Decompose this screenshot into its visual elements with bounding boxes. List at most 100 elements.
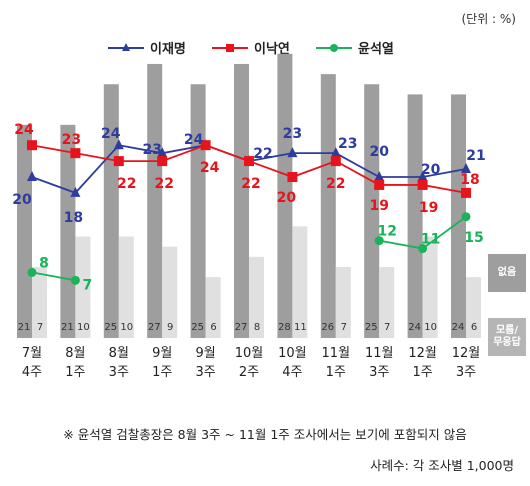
marker-triangle [113,139,124,150]
x-tick-label: 1주 [412,365,432,380]
series-lines [27,139,471,285]
x-tick-label: 3주 [456,365,476,380]
data-label: 12 [377,224,396,240]
marker-triangle [374,171,385,181]
marker-circle [374,236,384,246]
bar-none [364,84,380,338]
bar-unknown [422,236,438,338]
bar-unknown-label: 10 [424,322,437,333]
bar-unknown-label: 11 [294,322,307,333]
data-label: 21 [466,148,485,164]
bar-unknown [466,277,481,338]
bar-unknown-label: 6 [471,322,477,333]
data-label: 23 [62,132,81,148]
bar-unknown-label: 7 [384,322,390,333]
legend: 이재명 이낙연 윤석열 [108,41,394,57]
data-label: 22 [326,176,345,192]
x-tick-label: 2주 [239,365,259,380]
bar-none-label: 27 [235,322,248,333]
bar-none-label: 26 [321,322,334,333]
bar-none [190,84,206,338]
bar-none-label: 24 [452,322,465,333]
legend-label: 윤석열 [358,41,394,57]
data-labels: 20 18 24 23 24 22 23 23 20 20 21 24 23 22 22 24 22 20 22 19… [12,122,485,293]
bar-unknown-label: 9 [167,322,173,333]
bar-unknown [162,246,178,338]
bar-none [234,63,249,338]
x-tick-label: 10월 [278,346,307,361]
bar-none-label: 24 [408,322,421,333]
data-label: 19 [419,200,438,216]
bar-none-label: 25 [191,322,204,333]
x-tick-label: 8월 [65,346,85,361]
x-tick-label: 4주 [22,365,42,380]
x-axis: 7월 4주 8월 1주 8월 3주 9월 1주 9월 3주 10월 2주 10월 4주 11월 1주 11월 3주… [22,346,480,380]
marker-circle [418,244,428,254]
bar-none-label: 25 [104,322,117,333]
marker-square [417,179,428,190]
x-tick-label: 3주 [195,365,215,380]
bar-unknown [75,236,91,338]
bar-unknown [32,266,47,338]
footnote: ※ 윤석열 검찰총장은 8월 3주 ~ 11월 1주 조사에서는 보기에 포함되… [63,427,467,442]
bar-none [451,94,466,339]
x-tick-label: 8월 [109,346,129,361]
marker-triangle [461,163,471,174]
x-tick-label: 9월 [152,346,172,361]
data-label: 24 [101,126,121,142]
marker-square [113,156,124,167]
bar-none [320,74,336,338]
marker-circle [27,267,37,277]
legend-label: 이낙연 [254,41,290,57]
data-label: 7 [83,277,93,293]
marker-square [200,140,211,151]
data-label: 15 [464,230,483,246]
legend-marker [226,44,234,52]
x-tick-label: 3주 [369,365,389,380]
bar-none [17,124,32,338]
marker-triangle [330,147,341,158]
x-tick-label: 4주 [282,365,302,380]
data-label: 23 [142,142,161,158]
marker-triangle [70,186,81,197]
marker-square [244,156,254,167]
data-label: 24 [184,132,204,148]
bars: 21 7 21 10 25 10 27 9 25 6 27 8 28 11 26 7 25 7 24 10 24 6 [17,53,481,339]
legend-marker [122,43,130,51]
bar-none-label: 27 [148,322,161,333]
bar-none [103,84,119,338]
data-label: 20 [421,162,441,178]
data-label: 22 [253,146,272,162]
side-label-unknown: 모름/ 무응답 [488,318,526,356]
bar-unknown [118,236,134,338]
bar-none [407,94,423,339]
bar-none [147,63,163,338]
data-label: 23 [283,126,302,142]
bar-none-label: 25 [365,322,378,333]
data-label: 22 [117,176,136,192]
marker-square [27,140,37,151]
data-label: 20 [369,144,389,160]
x-tick-label: 11월 [365,346,394,361]
unit-label: (단위 : %) [461,12,516,26]
data-label: 18 [64,210,83,226]
side-label-none: 없음 [488,254,526,292]
data-label: 24 [14,122,34,138]
data-label: 19 [369,198,388,214]
marker-square [374,179,385,190]
x-tick-label: 9월 [195,346,215,361]
marker-circle [461,212,471,222]
marker-square [330,156,341,167]
x-tick-label: 12월 [452,346,481,361]
x-tick-label: 11월 [322,346,351,361]
data-label: 23 [338,136,357,152]
marker-triangle [417,171,428,181]
sample-note: 사례수: 각 조사별 1,000명 [370,458,514,473]
x-tick-label: 3주 [109,365,129,380]
marker-square [461,187,471,198]
bar-none-label: 21 [18,322,31,333]
bar-unknown-label: 6 [210,322,216,333]
x-tick-label: 12월 [408,346,437,361]
legend-marker [330,44,338,52]
bar-unknown-label: 10 [77,322,90,333]
